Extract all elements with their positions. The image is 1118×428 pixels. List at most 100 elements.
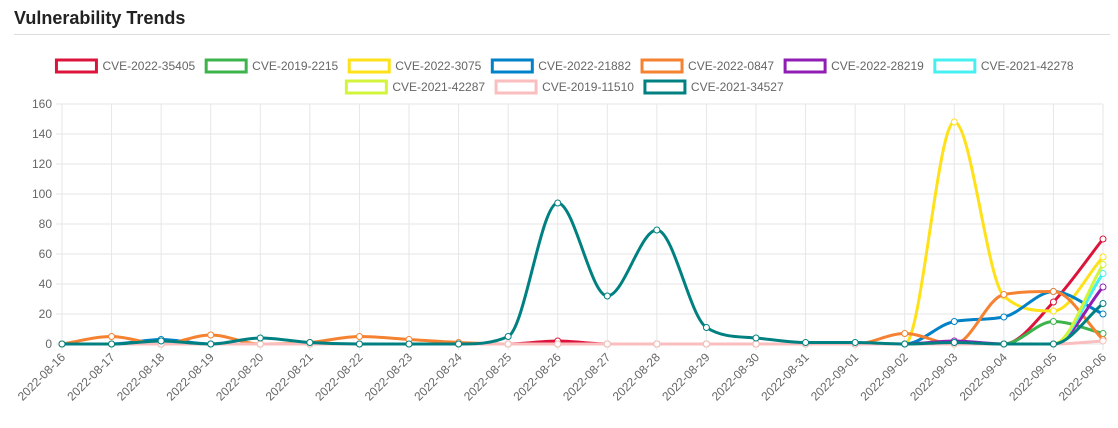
legend-label-cve-2022-0847[interactable]: CVE-2022-0847 [688,59,774,73]
x-tick-label: 2022-08-20 [213,350,267,404]
series-line-cve-2022-0847 [60,290,1105,346]
y-tick-label: 0 [45,337,52,351]
data-point-cve-2021-34527 [702,324,710,331]
data-point-cve-2021-34527 [851,339,859,346]
y-tick-label: 60 [39,247,53,261]
data-point-cve-2019-11510 [752,340,760,348]
data-point-cve-2021-42287 [1099,261,1107,268]
x-tick-label: 2022-08-28 [610,350,664,404]
legend-swatch-cve-2019-11510[interactable] [494,79,538,95]
y-tick-label: 100 [32,187,52,201]
legend-label-cve-2022-35405[interactable]: CVE-2022-35405 [102,59,195,73]
data-point-cve-2022-28219 [1099,283,1107,291]
data-point-cve-2022-21882 [1000,313,1008,321]
data-point-cve-2022-21882 [1099,310,1107,318]
legend-label-cve-2022-21882[interactable]: CVE-2022-21882 [538,59,631,73]
data-point-cve-2019-11510 [1099,337,1107,345]
data-point-cve-2021-34527 [752,334,760,342]
title-divider [14,34,1110,35]
legend-swatch-cve-2022-0847[interactable] [640,58,684,74]
legend-label-cve-2022-3075[interactable]: CVE-2022-3075 [395,59,481,73]
data-point-cve-2021-42278 [1099,270,1107,277]
page-title: Vulnerability Trends [14,8,186,28]
legend-swatch-cve-2019-2215[interactable] [204,58,248,74]
x-tick-label: 2022-08-22 [312,350,366,404]
legend-swatch-cve-2021-42287[interactable] [344,79,388,95]
legend-swatch-cve-2021-34527[interactable] [643,79,687,95]
data-point-cve-2019-11510 [653,340,661,348]
x-tick-label: 2022-08-29 [659,350,713,404]
data-point-cve-2021-34527 [58,340,66,348]
y-tick-label: 40 [39,277,53,291]
x-tick-label: 2022-09-01 [808,350,862,404]
legend-label-cve-2021-42287[interactable]: CVE-2021-42287 [392,80,485,94]
x-axis: 2022-08-162022-08-172022-08-182022-08-19… [15,350,1110,404]
x-tick-label: 2022-08-30 [709,350,763,404]
data-point-cve-2022-0847 [1049,288,1057,295]
data-point-cve-2022-0847 [355,333,363,340]
y-tick-label: 20 [39,307,53,321]
data-point-cve-2021-34527 [108,340,116,348]
y-tick-label: 160 [32,97,52,111]
data-point-cve-2022-0847 [207,331,215,339]
data-point-cve-2019-11510 [603,340,611,348]
data-point-cve-2021-34527 [405,340,413,348]
y-tick-label: 120 [32,157,52,171]
data-point-cve-2019-11510 [504,340,512,348]
y-tick-label: 80 [39,217,53,231]
x-tick-label: 2022-09-04 [957,350,1011,404]
y-axis: 0 20 40 60 80 100 120 140 160 [32,97,52,351]
data-point-cve-2019-11510 [256,340,264,348]
data-point-cve-2022-0847 [901,330,909,337]
x-tick-label: 2022-08-19 [164,350,218,404]
grid [56,103,1104,350]
x-tick-label: 2022-09-03 [907,350,961,404]
legend: CVE-2022-35405 CVE-2019-2215 CVE-2022-3075… [54,58,1074,95]
data-point-cve-2022-35405 [1099,235,1107,243]
data-point-cve-2022-35405 [1049,298,1057,306]
x-tick-label: 2022-08-21 [263,350,317,404]
data-point-cve-2021-34527 [1099,300,1107,307]
data-point-cve-2021-34527 [1000,340,1008,348]
data-point-cve-2022-0847 [108,333,116,340]
data-point-cve-2019-2215 [1049,318,1057,325]
data-point-cve-2021-34527 [950,339,958,346]
legend-swatch-cve-2022-21882[interactable] [490,58,534,74]
x-tick-label: 2022-08-26 [511,350,565,404]
legend-label-cve-2021-34527[interactable]: CVE-2021-34527 [691,80,784,94]
x-tick-label: 2022-09-02 [858,350,912,404]
data-point-cve-2021-34527 [504,333,512,340]
data-point-cve-2021-34527 [256,334,264,342]
data-point-cve-2021-34527 [1049,340,1057,348]
legend-swatch-cve-2022-35405[interactable] [54,58,98,74]
x-tick-label: 2022-08-16 [15,350,69,404]
x-tick-label: 2022-08-25 [461,350,515,404]
x-tick-label: 2022-08-18 [114,350,168,404]
legend-label-cve-2021-42278[interactable]: CVE-2021-42278 [981,59,1074,73]
series-line-cve-2022-35405 [60,237,1105,346]
legend-swatch-cve-2022-3075[interactable] [347,58,391,74]
data-point-cve-2022-21882 [950,318,958,325]
x-tick-label: 2022-08-31 [758,350,812,404]
data-point-cve-2021-34527 [554,199,562,207]
x-tick-label: 2022-08-23 [362,350,416,404]
data-point-cve-2021-34527 [355,340,363,348]
y-tick-label: 140 [32,127,52,141]
data-point-cve-2022-3075 [950,118,958,126]
data-point-cve-2022-3075 [1099,253,1107,261]
legend-swatch-cve-2022-28219[interactable] [783,58,827,74]
data-point-cve-2021-34527 [653,226,661,234]
series-line-cve-2021-34527 [60,201,1105,346]
x-tick-label: 2022-09-05 [1006,350,1060,404]
legend-label-cve-2019-2215[interactable]: CVE-2019-2215 [252,59,338,73]
x-tick-label: 2022-09-06 [1056,350,1110,404]
data-point-cve-2021-34527 [802,339,810,346]
data-point-cve-2022-0847 [1000,291,1008,298]
legend-label-cve-2019-11510[interactable]: CVE-2019-11510 [542,80,634,94]
legend-label-cve-2022-28219[interactable]: CVE-2022-28219 [831,59,924,73]
legend-swatch-cve-2021-42278[interactable] [933,58,977,74]
data-point-cve-2021-34527 [157,337,165,345]
data-point-cve-2022-3075 [1049,307,1057,315]
x-tick-label: 2022-08-17 [64,350,118,404]
